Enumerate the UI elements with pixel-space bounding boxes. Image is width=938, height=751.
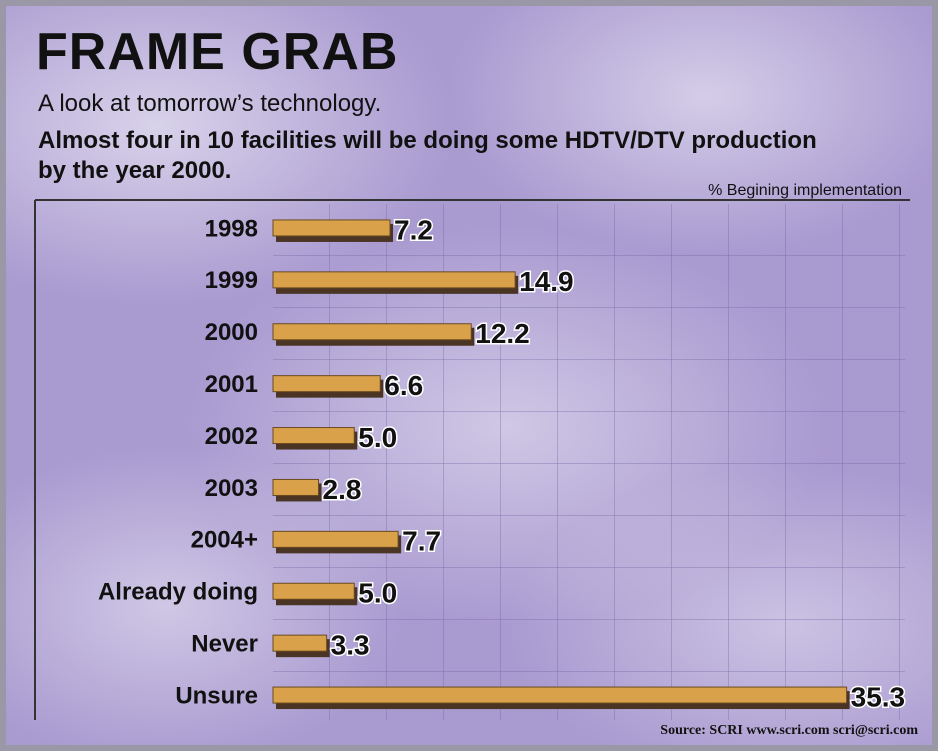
bar <box>272 686 848 704</box>
value-label: 5.0 <box>358 422 397 453</box>
category-label: 2000 <box>205 319 258 346</box>
bar <box>272 219 391 237</box>
value-label: 2.8 <box>323 474 362 505</box>
category-label: Already doing <box>98 579 258 606</box>
value-label: 3.3 <box>331 630 370 661</box>
bar <box>272 634 328 652</box>
category-label: Never <box>191 630 258 657</box>
value-label: 35.3 <box>851 681 906 712</box>
bar <box>272 530 399 548</box>
category-label: 1999 <box>205 267 258 294</box>
bar <box>272 582 355 600</box>
value-label: 12.2 <box>475 318 530 349</box>
value-label: 7.7 <box>402 526 441 557</box>
source: Source: SCRI www.scri.com scri@scri.com <box>660 723 918 738</box>
category-label: 2001 <box>205 371 258 398</box>
category-label: Unsure <box>175 682 258 709</box>
chart-title: FRAME GRAB <box>36 23 399 81</box>
bar <box>272 323 472 341</box>
bar <box>272 375 381 393</box>
value-label: 14.9 <box>519 266 574 297</box>
bar <box>272 478 319 496</box>
subtitle: A look at tomorrow’s technology. <box>38 90 382 117</box>
value-label: 7.2 <box>394 214 433 245</box>
category-label: 1998 <box>205 215 258 242</box>
category-label: 2004+ <box>191 527 258 554</box>
axis-label: % Begining implementation <box>708 182 902 199</box>
value-label: 6.6 <box>384 370 423 401</box>
headline: Almost four in 10 facilities will be doi… <box>38 127 817 184</box>
category-label: 2002 <box>205 423 258 450</box>
bar <box>272 271 516 289</box>
value-label: 5.0 <box>358 578 397 609</box>
category-label: 2003 <box>205 475 258 502</box>
bar <box>272 427 355 445</box>
